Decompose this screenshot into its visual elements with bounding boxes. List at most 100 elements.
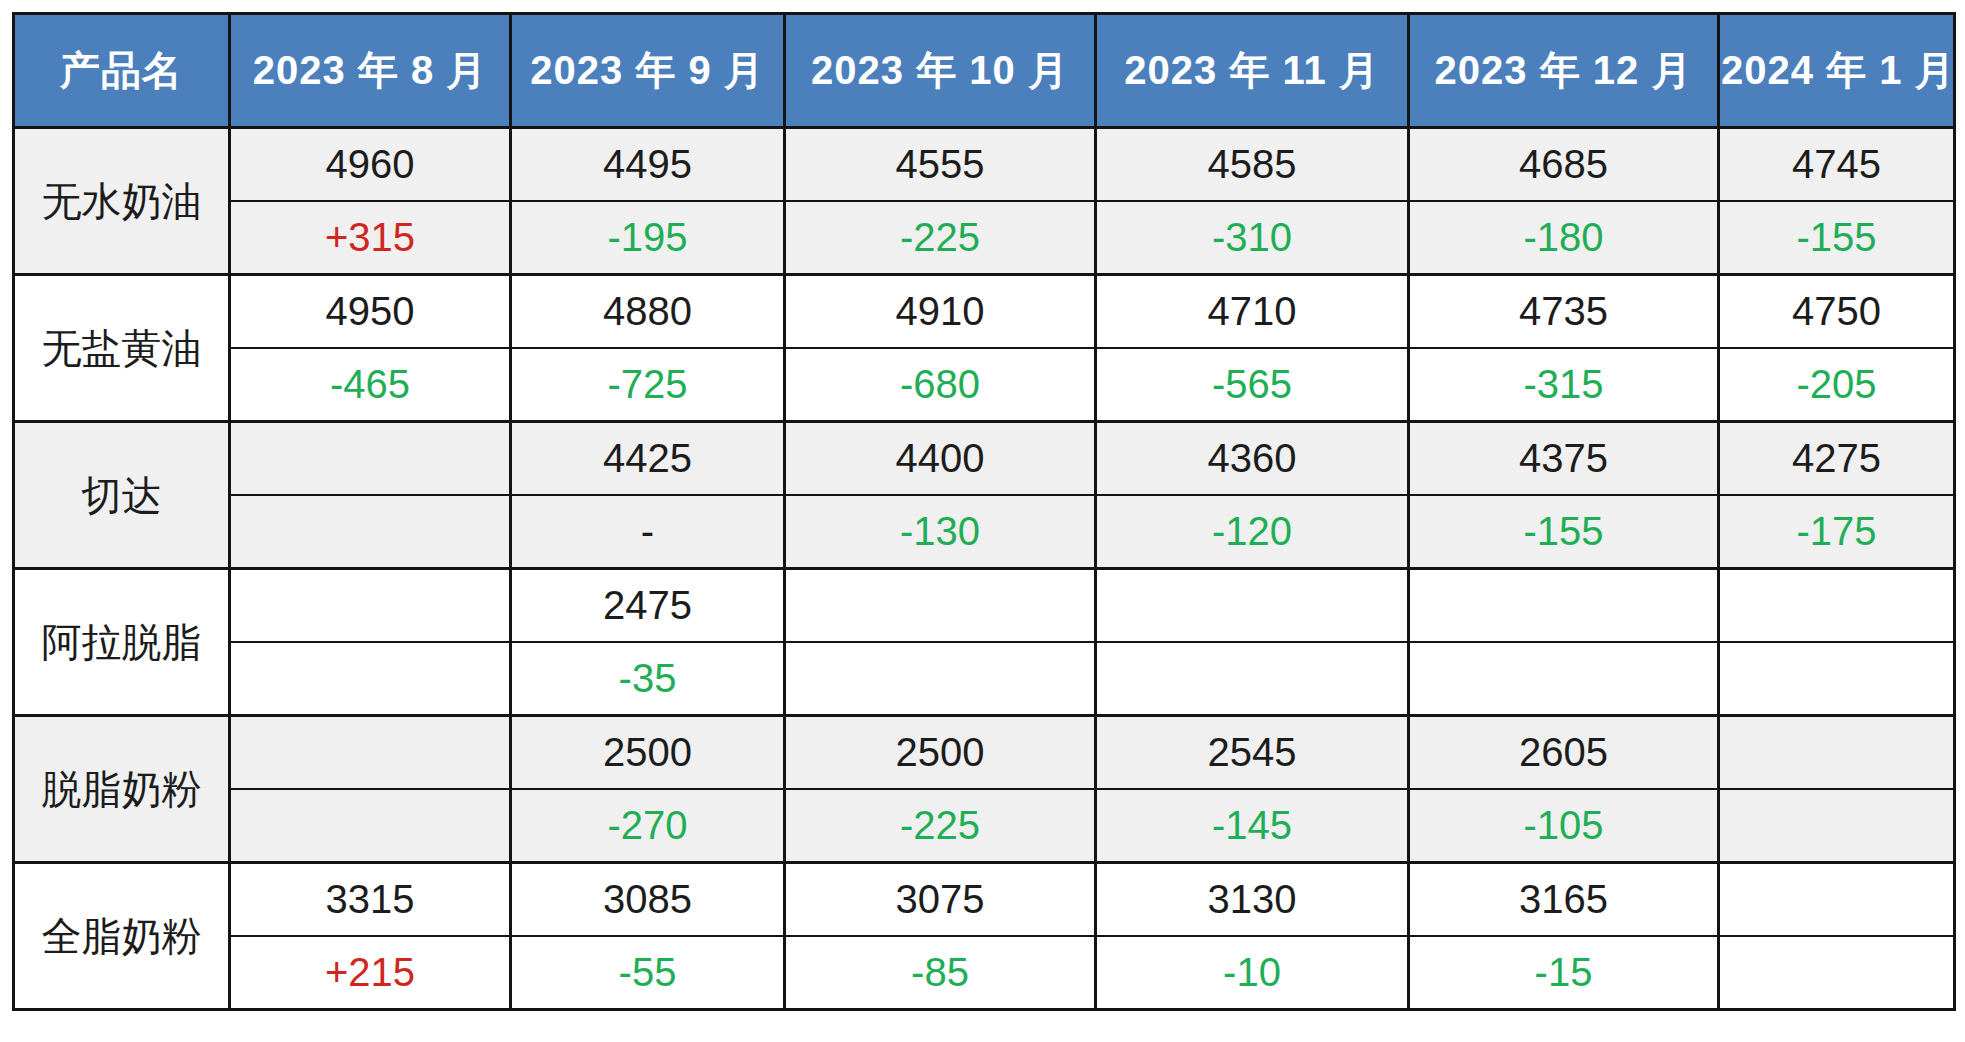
- change-cell: -155: [1409, 495, 1719, 569]
- product-name-cell: 无盐黄油: [14, 275, 230, 422]
- price-cell: 3130: [1096, 863, 1409, 937]
- change-cell: -35: [511, 642, 785, 716]
- change-cell: +215: [230, 936, 511, 1010]
- header-row: 产品名2023 年 8 月2023 年 9 月2023 年 10 月2023 年…: [14, 14, 1955, 128]
- dairy-price-table: 产品名2023 年 8 月2023 年 9 月2023 年 10 月2023 年…: [12, 12, 1956, 1011]
- change-cell: [1719, 789, 1955, 863]
- change-cell: [230, 495, 511, 569]
- price-cell: 2500: [785, 716, 1096, 790]
- change-cell: -10: [1096, 936, 1409, 1010]
- price-cell: 4375: [1409, 422, 1719, 496]
- change-cell: -105: [1409, 789, 1719, 863]
- price-cell: 4710: [1096, 275, 1409, 349]
- change-cell: [785, 642, 1096, 716]
- page: 产品名2023 年 8 月2023 年 9 月2023 年 10 月2023 年…: [0, 0, 1965, 1042]
- price-cell: 2500: [511, 716, 785, 790]
- product-name-cell: 阿拉脱脂: [14, 569, 230, 716]
- price-cell: 4360: [1096, 422, 1409, 496]
- change-cell: -55: [511, 936, 785, 1010]
- change-cell: -565: [1096, 348, 1409, 422]
- change-cell: -270: [511, 789, 785, 863]
- price-cell: 3085: [511, 863, 785, 937]
- price-row: 阿拉脱脂2475: [14, 569, 1955, 643]
- change-cell: -225: [785, 789, 1096, 863]
- change-row: +315-195-225-310-180-155: [14, 201, 1955, 275]
- change-cell: -120: [1096, 495, 1409, 569]
- change-cell: -15: [1409, 936, 1719, 1010]
- price-cell: [230, 422, 511, 496]
- change-cell: +315: [230, 201, 511, 275]
- price-cell: 3315: [230, 863, 511, 937]
- price-cell: 2475: [511, 569, 785, 643]
- change-cell: -130: [785, 495, 1096, 569]
- product-name-cell: 无水奶油: [14, 128, 230, 275]
- price-cell: 4750: [1719, 275, 1955, 349]
- month-column-header: 2023 年 10 月: [785, 14, 1096, 128]
- price-cell: 3165: [1409, 863, 1719, 937]
- change-cell: -725: [511, 348, 785, 422]
- month-column-header: 2023 年 11 月: [1096, 14, 1409, 128]
- change-cell: -680: [785, 348, 1096, 422]
- change-cell: -315: [1409, 348, 1719, 422]
- change-cell: -155: [1719, 201, 1955, 275]
- price-row: 全脂奶粉33153085307531303165: [14, 863, 1955, 937]
- change-cell: -465: [230, 348, 511, 422]
- price-cell: 3075: [785, 863, 1096, 937]
- price-cell: [230, 569, 511, 643]
- product-name-cell: 切达: [14, 422, 230, 569]
- change-cell: [1719, 936, 1955, 1010]
- month-column-header: 2023 年 9 月: [511, 14, 785, 128]
- change-cell: [1719, 642, 1955, 716]
- change-cell: -: [511, 495, 785, 569]
- product-name-column-header: 产品名: [14, 14, 230, 128]
- price-row: 脱脂奶粉2500250025452605: [14, 716, 1955, 790]
- change-cell: [230, 789, 511, 863]
- change-row: --130-120-155-175: [14, 495, 1955, 569]
- change-cell: -310: [1096, 201, 1409, 275]
- change-cell: -225: [785, 201, 1096, 275]
- price-row: 切达44254400436043754275: [14, 422, 1955, 496]
- price-cell: 4585: [1096, 128, 1409, 202]
- price-cell: [1719, 716, 1955, 790]
- price-cell: 4425: [511, 422, 785, 496]
- price-cell: [1719, 569, 1955, 643]
- change-cell: [230, 642, 511, 716]
- price-cell: 4880: [511, 275, 785, 349]
- change-cell: [1096, 642, 1409, 716]
- month-column-header: 2023 年 12 月: [1409, 14, 1719, 128]
- price-cell: 4495: [511, 128, 785, 202]
- price-cell: 4555: [785, 128, 1096, 202]
- price-cell: [1719, 863, 1955, 937]
- change-cell: [1409, 642, 1719, 716]
- product-name-cell: 全脂奶粉: [14, 863, 230, 1010]
- price-cell: 2545: [1096, 716, 1409, 790]
- price-cell: 4275: [1719, 422, 1955, 496]
- price-cell: 4745: [1719, 128, 1955, 202]
- price-cell: [230, 716, 511, 790]
- change-row: +215-55-85-10-15: [14, 936, 1955, 1010]
- change-row: -35: [14, 642, 1955, 716]
- price-cell: 4400: [785, 422, 1096, 496]
- change-row: -270-225-145-105: [14, 789, 1955, 863]
- change-cell: -195: [511, 201, 785, 275]
- change-cell: -145: [1096, 789, 1409, 863]
- change-cell: -180: [1409, 201, 1719, 275]
- price-row: 无盐黄油495048804910471047354750: [14, 275, 1955, 349]
- price-cell: 4910: [785, 275, 1096, 349]
- price-cell: [785, 569, 1096, 643]
- price-row: 无水奶油496044954555458546854745: [14, 128, 1955, 202]
- price-cell: 4735: [1409, 275, 1719, 349]
- month-column-header: 2023 年 8 月: [230, 14, 511, 128]
- price-cell: [1409, 569, 1719, 643]
- price-cell: 4960: [230, 128, 511, 202]
- change-row: -465-725-680-565-315-205: [14, 348, 1955, 422]
- change-cell: -85: [785, 936, 1096, 1010]
- change-cell: -175: [1719, 495, 1955, 569]
- product-name-cell: 脱脂奶粉: [14, 716, 230, 863]
- change-cell: -205: [1719, 348, 1955, 422]
- price-cell: [1096, 569, 1409, 643]
- price-cell: 4950: [230, 275, 511, 349]
- month-column-header: 2024 年 1 月: [1719, 14, 1955, 128]
- price-cell: 4685: [1409, 128, 1719, 202]
- price-cell: 2605: [1409, 716, 1719, 790]
